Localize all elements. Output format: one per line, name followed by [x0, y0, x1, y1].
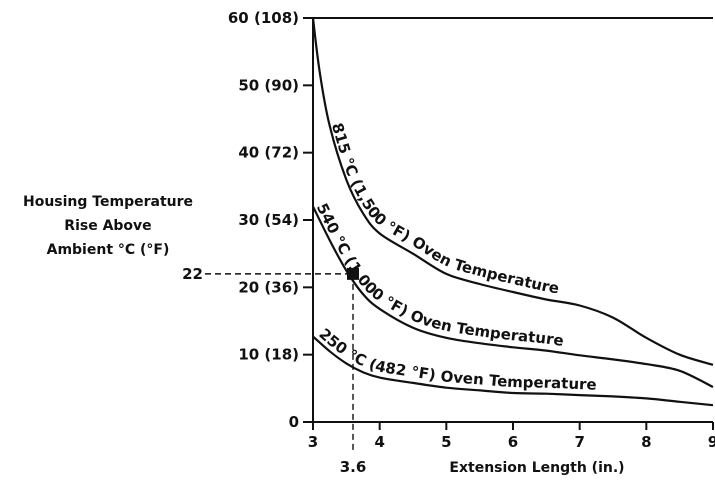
x-tick-label: 5 — [441, 433, 451, 451]
marker-y-label: 22 — [182, 265, 203, 283]
y-tick-label: 0 — [289, 413, 299, 431]
y-axis-title-line-1: Housing Temperature — [23, 194, 193, 210]
y-tick-label: 50 (90) — [238, 76, 299, 94]
x-tick-label: 8 — [641, 433, 651, 451]
x-tick-label: 4 — [374, 433, 384, 451]
series-line-3 — [312, 335, 714, 407]
y-tick-label: 10 (18) — [238, 346, 299, 364]
y-axis-title-line-2: Rise Above — [64, 218, 151, 234]
y-tick-label: 30 (54) — [238, 211, 299, 229]
y-axis-title: Housing Temperature Rise Above Ambient °… — [23, 194, 193, 258]
x-tick-label: 7 — [574, 433, 584, 451]
x-tick-label: 9 — [708, 433, 715, 451]
series-line-1 — [311, 17, 714, 366]
x-tick-label: 6 — [508, 433, 518, 451]
x-tick-label: 3 — [308, 433, 318, 451]
y-axis-title-line-3: Ambient °C (°F) — [47, 242, 170, 258]
y-tick-label: 60 (108) — [228, 9, 299, 27]
y-tick-label: 20 (36) — [238, 278, 299, 296]
x-axis-title: Extension Length (in.) — [449, 460, 624, 476]
marker-point — [347, 267, 359, 280]
plot-area: 0 10 (18) 20 (36) 30 (54) 40 (72) 50 (90) 60 (… — [182, 9, 715, 476]
marker-x-label: 3.6 — [340, 458, 367, 476]
y-tick-label: 40 (72) — [238, 144, 299, 162]
